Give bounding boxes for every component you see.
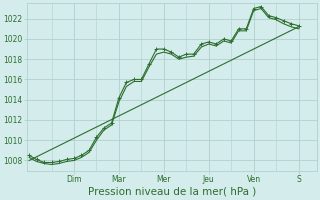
X-axis label: Pression niveau de la mer( hPa ): Pression niveau de la mer( hPa ) (88, 187, 256, 197)
